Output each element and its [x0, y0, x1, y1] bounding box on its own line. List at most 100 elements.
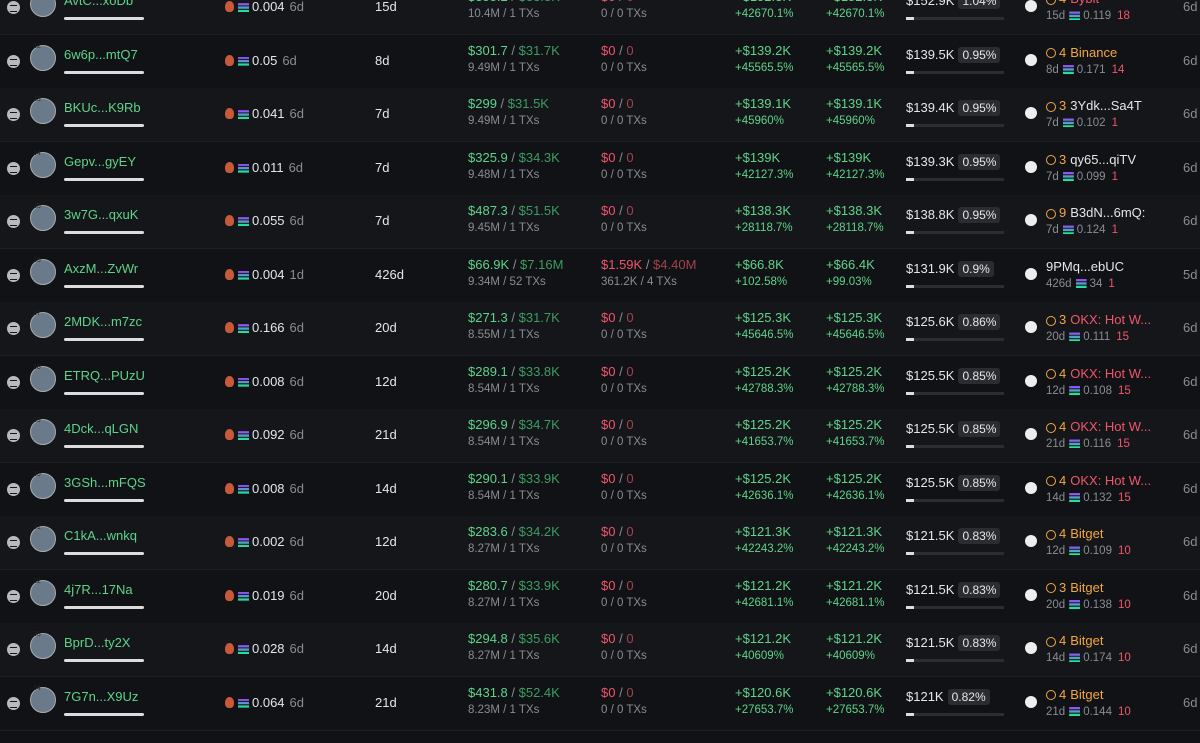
- upnl: +$125.2K: [826, 470, 883, 486]
- source-sub: 7d 0.124 1: [1046, 224, 1118, 236]
- upnl-pct: +42127.3%: [826, 168, 885, 181]
- source-icon: [1025, 267, 1037, 280]
- source: 3 OKX: Hot W...: [1046, 312, 1156, 327]
- balance-value: 0.028: [252, 641, 285, 656]
- upnl: +$125.2K: [826, 363, 883, 379]
- sold-value: $0: [601, 310, 616, 325]
- source-icon: [1025, 695, 1037, 708]
- source-name: OKX: Hot W...: [1070, 365, 1152, 381]
- balance-value: 0.002: [252, 534, 285, 549]
- name-bar: [64, 498, 144, 502]
- sol-icon: [238, 217, 249, 227]
- age: 12d: [375, 534, 397, 549]
- timer-icon: [1046, 48, 1056, 59]
- pnl-pct: +41653.7%: [735, 436, 794, 448]
- upnl-pct: +42670.1%: [826, 8, 885, 20]
- avatar: [30, 472, 56, 499]
- total-value: $125.5K: [906, 474, 955, 490]
- upnl-pct: +28118.7%: [826, 222, 884, 234]
- total: $138.8K 0.95%: [906, 207, 1001, 223]
- total-value: $121.5K: [906, 581, 955, 597]
- pnl-pct: +45565.5%: [735, 61, 794, 74]
- bought-sub: 8.23M / 1 TXs: [468, 703, 540, 716]
- source-icon: [1025, 374, 1037, 387]
- avatar: [30, 98, 56, 124]
- total: $139.5K 0.95%: [906, 46, 1001, 63]
- source-icon: [1025, 214, 1037, 226]
- upnl-pct: +42243.2%: [826, 543, 885, 555]
- avatar: [30, 526, 56, 552]
- source-name: qy65...qiTV: [1070, 151, 1136, 167]
- last-active: 6d: [1183, 106, 1198, 121]
- source: 4 Bybit: [1046, 0, 1156, 6]
- source-age: 21d: [1046, 705, 1066, 718]
- balance-age: 6d: [289, 320, 305, 335]
- sold-value: $0: [601, 203, 616, 218]
- total-value: $138.8K: [906, 207, 955, 222]
- total: $125.6K 0.86%: [906, 314, 1001, 330]
- sold-sub: 0 / 0 TXs: [601, 329, 647, 341]
- pnl-pct: +45646.5%: [735, 329, 794, 341]
- source-name: Bybit: [1070, 0, 1099, 6]
- upnl: +$125.3K: [826, 310, 883, 325]
- pnl-pct: +42681.1%: [735, 596, 794, 609]
- share-badge: 0.85%: [958, 474, 1001, 491]
- pnl-pct: +42243.2%: [735, 543, 794, 555]
- sol-icon: [1069, 385, 1081, 395]
- timer-count: 4: [1059, 419, 1067, 434]
- source: 3 Bitget: [1046, 580, 1156, 595]
- share-fill: [906, 70, 914, 74]
- balance-value: 0.004: [252, 266, 285, 282]
- bought: $280.7$33.9K: [468, 578, 560, 593]
- pnl-pct: +42636.1%: [735, 489, 794, 502]
- total: $121K 0.82%: [906, 688, 990, 705]
- rank-label: 24: [33, 149, 41, 157]
- rank-label: 25: [33, 203, 41, 210]
- source-sol: 0.132: [1083, 491, 1112, 504]
- menu-icon: [7, 643, 20, 656]
- share-badge: 0.83%: [958, 581, 1001, 598]
- balance-age: 6d: [289, 694, 305, 710]
- bought-usd: $33.3K: [508, 0, 560, 4]
- share-bar: [906, 17, 1004, 20]
- table-row: 303GSh...mFQS0.0086d14d$290.1$33.9K8.54M…: [0, 463, 1200, 517]
- sol-icon: [238, 110, 249, 120]
- bought-sub: 8.54M / 1 TXs: [468, 382, 540, 395]
- timer-icon: [1046, 476, 1056, 487]
- upnl-pct: +42788.3%: [826, 382, 885, 395]
- bought-usd: $34.2K: [508, 524, 560, 539]
- balance: 0.002 6d: [238, 534, 304, 549]
- name-bar: [64, 231, 144, 234]
- bought-value: $280.7: [468, 577, 508, 593]
- source: 9 B3dN...6mQ:: [1046, 205, 1156, 220]
- wallet-name: C1kA...wnkq: [64, 528, 137, 543]
- share-badge: 1.04%: [958, 0, 1001, 9]
- sold-usd: 0: [615, 310, 633, 325]
- share-bar: [906, 605, 1004, 609]
- wallet-name: BprD...ty2X: [64, 635, 131, 650]
- share-fill: [906, 124, 914, 127]
- share-badge: 0.82%: [947, 688, 990, 705]
- timer-icon: [1046, 101, 1056, 112]
- sold-sub: 0 / 0 TXs: [601, 115, 647, 127]
- source: 4 Binance: [1046, 45, 1156, 60]
- name-bar: [64, 659, 144, 662]
- bought-usd: $35.6K: [508, 631, 560, 646]
- age: 12d: [375, 373, 397, 389]
- source-name: Bitget: [1070, 633, 1104, 648]
- source-sub: 7d 0.102 1: [1046, 117, 1118, 129]
- sold-usd: 0: [615, 578, 633, 593]
- bought: $325.9$34.3K: [468, 150, 560, 165]
- sol-icon: [238, 163, 249, 173]
- sold-usd: 0: [615, 203, 633, 218]
- sold-usd: 0: [615, 364, 633, 379]
- bought: $289.1$33.8K: [468, 364, 560, 379]
- table-row: 347G7n...X9Uz0.0646d21d$431.8$52.4K8.23M…: [0, 677, 1200, 731]
- sold-sub: 0 / 0 TXs: [601, 168, 647, 181]
- pnl-pct: +45960%: [735, 115, 784, 127]
- source: 4 OKX: Hot W...: [1046, 419, 1156, 434]
- menu-icon: [7, 54, 20, 68]
- fire-icon: [225, 696, 234, 708]
- share-badge: 0.85%: [958, 421, 1001, 437]
- sold: $00: [601, 417, 634, 432]
